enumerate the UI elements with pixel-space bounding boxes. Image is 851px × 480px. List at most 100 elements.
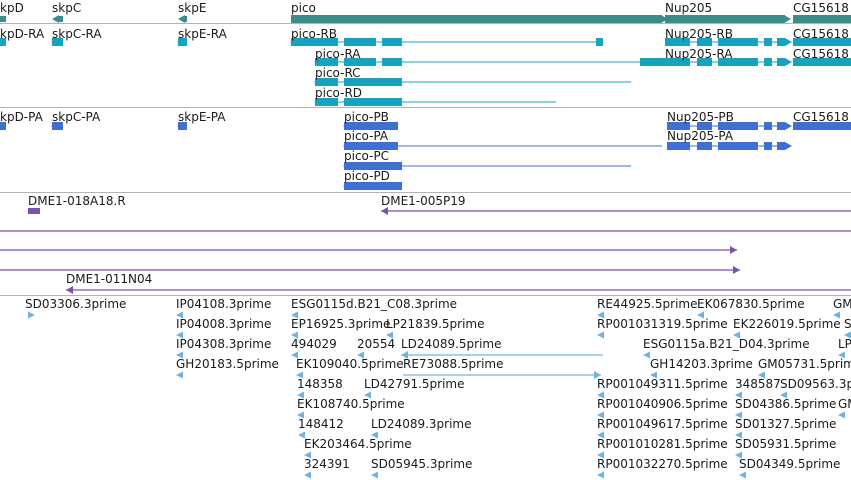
exon-block[interactable] [793, 122, 851, 130]
transcript-label[interactable]: pico-RC [315, 66, 361, 80]
strand-arrow[interactable] [290, 38, 297, 46]
strand-arrow[interactable] [844, 58, 851, 66]
strand-arrow[interactable] [785, 38, 792, 46]
est-feature[interactable] [597, 311, 604, 319]
exon-block[interactable] [697, 58, 712, 66]
est-label[interactable]: SD03306.3prime [25, 297, 127, 311]
clone-label[interactable]: DME1-011N04 [66, 272, 153, 286]
est-label[interactable]: 20554 [357, 337, 396, 351]
exon-block[interactable] [718, 38, 758, 46]
est-label[interactable]: 148412 [298, 417, 344, 431]
protein-label[interactable]: Nup205-PA [667, 129, 734, 143]
exon-block[interactable] [718, 122, 758, 130]
gene-label[interactable]: pico [291, 1, 316, 15]
est-label[interactable]: 324391 [304, 457, 350, 471]
gene-strand-arrow[interactable] [784, 15, 791, 23]
est-feature[interactable] [650, 371, 657, 379]
clone-label[interactable]: DME1-005P19 [381, 194, 466, 208]
strand-arrow[interactable] [785, 122, 792, 130]
est-label[interactable]: RP001040906.5prime [597, 397, 728, 411]
strand-arrow[interactable] [314, 98, 321, 106]
est-feature[interactable] [371, 471, 378, 479]
est-label[interactable]: ESG0115d.B21_C08.3prime [291, 297, 458, 311]
est-feature[interactable] [357, 351, 364, 359]
est-feature[interactable] [291, 311, 298, 319]
est-feature[interactable] [780, 391, 787, 399]
exon-block[interactable] [697, 142, 712, 150]
est-label[interactable]: GM [833, 297, 851, 311]
exon-block[interactable] [667, 142, 690, 150]
strand-arrow[interactable] [844, 38, 851, 46]
exon-block[interactable] [344, 122, 398, 130]
est-label[interactable]: LD24089.5prime [401, 337, 502, 351]
est-feature[interactable] [364, 391, 371, 399]
gene-span-bar[interactable] [793, 15, 851, 23]
exon-block[interactable] [0, 122, 6, 130]
strand-arrow[interactable] [785, 58, 792, 66]
est-label[interactable]: LD42791.5prime [364, 377, 465, 391]
est-feature[interactable] [758, 371, 765, 379]
gene-strand-arrow[interactable] [52, 15, 59, 23]
est-label[interactable]: RP001010281.5prime [597, 437, 728, 451]
protein-label[interactable]: Nup205-PB [667, 110, 734, 124]
gene-strand-arrow[interactable] [661, 15, 668, 23]
protein-label[interactable]: kpD-PA [0, 110, 43, 124]
est-feature[interactable] [597, 471, 604, 479]
est-label[interactable]: SD05945.3prime [371, 457, 473, 471]
exon-block[interactable] [764, 58, 772, 66]
strand-arrow[interactable] [381, 207, 388, 215]
est-feature[interactable] [291, 351, 298, 359]
est-feature[interactable] [735, 411, 742, 419]
est-label[interactable]: RP001031319.5prime [597, 317, 728, 331]
est-label[interactable]: LD24089.3prime [371, 417, 472, 431]
strand-arrow[interactable] [401, 351, 408, 359]
strand-arrow[interactable] [177, 122, 184, 130]
exon-block[interactable] [777, 142, 785, 150]
exon-block[interactable] [344, 182, 402, 190]
est-feature[interactable] [386, 331, 393, 339]
gene-label[interactable]: Nup205 [665, 1, 713, 15]
transcript-label[interactable]: skpE-RA [178, 27, 227, 41]
gene-span-bar[interactable] [291, 15, 662, 23]
exon-block[interactable] [667, 122, 690, 130]
exon-block[interactable] [793, 38, 851, 46]
est-feature[interactable] [838, 411, 845, 419]
est-feature[interactable] [597, 451, 604, 459]
est-label[interactable]: SD04386.5prime [735, 397, 837, 411]
est-feature[interactable] [597, 431, 604, 439]
protein-label[interactable]: skpC-PA [52, 110, 101, 124]
est-feature[interactable] [176, 371, 183, 379]
est-label[interactable]: EP16925.3prime [291, 317, 391, 331]
est-label[interactable]: EK203464.5prime [304, 437, 412, 451]
gene-label[interactable]: skpC [52, 1, 82, 15]
est-feature[interactable] [597, 411, 604, 419]
est-label[interactable]: EK226019.5prime [733, 317, 841, 331]
est-feature[interactable] [643, 351, 650, 359]
est-label[interactable]: 148358 [297, 377, 343, 391]
exon-block[interactable] [344, 58, 376, 66]
est-feature[interactable] [735, 451, 742, 459]
est-feature[interactable] [844, 331, 851, 339]
clone-label[interactable]: DME1-018A18.R [28, 194, 126, 208]
est-feature[interactable] [838, 351, 845, 359]
transcript-label[interactable]: CG15618 [793, 47, 849, 61]
exon-block[interactable] [665, 38, 690, 46]
gene-span-bar[interactable] [184, 16, 187, 22]
est-feature[interactable] [304, 451, 311, 459]
exon-block[interactable] [764, 142, 772, 150]
strand-arrow[interactable] [343, 122, 350, 130]
est-label[interactable]: RE44925.5prime [597, 297, 698, 311]
est-feature[interactable] [298, 431, 305, 439]
strand-arrow[interactable] [66, 286, 73, 294]
est-feature[interactable] [597, 331, 604, 339]
est-label[interactable]: S [844, 317, 851, 331]
est-label[interactable]: GH20183.5prime [176, 357, 279, 371]
est-label[interactable]: IP04308.3prime [176, 337, 272, 351]
strand-arrow[interactable] [51, 122, 58, 130]
exon-block[interactable] [315, 58, 338, 66]
transcript-label[interactable]: Nup205-RA [665, 47, 733, 61]
exon-block[interactable] [777, 58, 785, 66]
est-feature[interactable] [291, 331, 298, 339]
est-label[interactable]: 494029 [291, 337, 337, 351]
exon-block[interactable] [793, 58, 851, 66]
